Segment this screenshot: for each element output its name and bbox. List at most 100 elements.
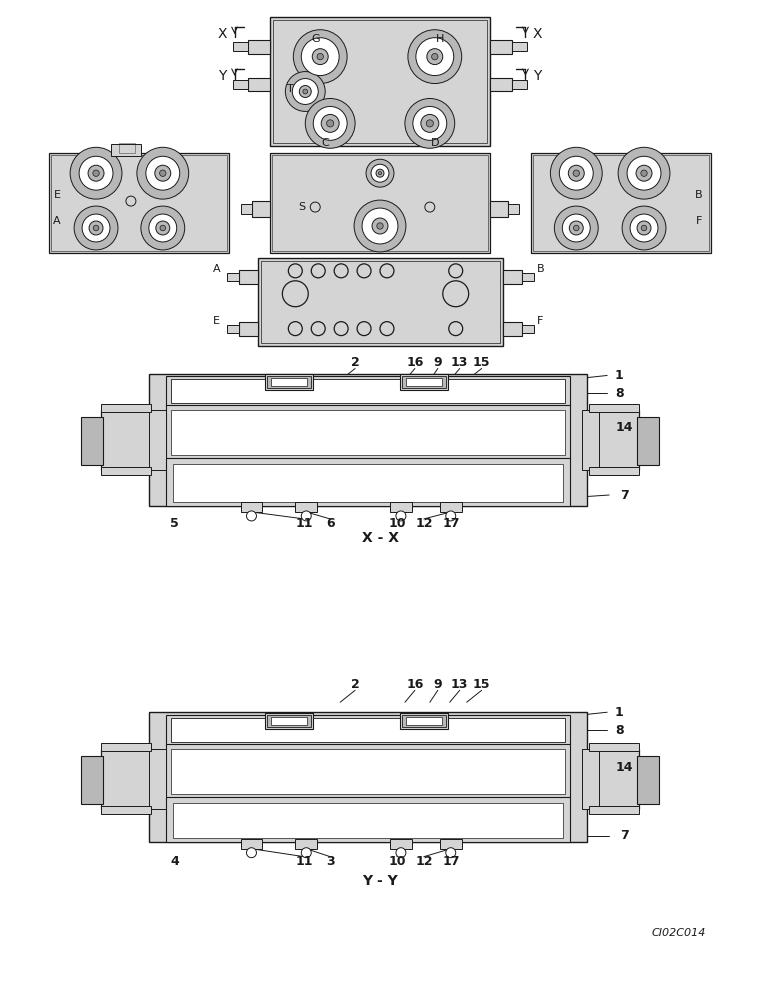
Text: 9: 9 <box>433 678 442 691</box>
Bar <box>166 405 570 460</box>
Bar <box>166 715 570 745</box>
Text: S: S <box>299 202 306 212</box>
Text: H: H <box>435 34 444 44</box>
Circle shape <box>627 156 661 190</box>
Bar <box>149 410 166 470</box>
Bar <box>502 270 522 284</box>
Bar <box>522 325 534 333</box>
Circle shape <box>149 214 177 242</box>
Bar <box>252 201 271 217</box>
Bar <box>81 756 103 804</box>
Text: CI02C014: CI02C014 <box>652 928 706 938</box>
Circle shape <box>299 86 312 97</box>
Circle shape <box>637 221 651 235</box>
Circle shape <box>426 120 433 127</box>
Bar <box>440 502 462 512</box>
Circle shape <box>371 164 389 182</box>
Bar <box>400 374 448 390</box>
Text: E: E <box>213 316 220 326</box>
Circle shape <box>378 172 382 175</box>
Bar <box>502 322 522 336</box>
Circle shape <box>285 72 325 111</box>
Bar <box>272 155 488 251</box>
Bar <box>589 806 639 814</box>
Text: Y: Y <box>534 69 542 83</box>
Bar <box>240 502 262 512</box>
Bar <box>166 744 570 799</box>
Bar <box>226 325 239 333</box>
Circle shape <box>446 848 456 858</box>
Circle shape <box>155 165 171 181</box>
Bar <box>489 201 508 217</box>
Circle shape <box>372 218 388 234</box>
Circle shape <box>573 170 579 176</box>
Circle shape <box>160 170 166 176</box>
Bar <box>271 17 489 146</box>
Text: 7: 7 <box>619 829 629 842</box>
Text: C: C <box>321 138 329 148</box>
Circle shape <box>550 147 602 199</box>
Bar <box>582 410 599 470</box>
Bar <box>240 839 262 849</box>
Circle shape <box>246 511 256 521</box>
Circle shape <box>396 848 406 858</box>
Text: 9: 9 <box>433 356 442 369</box>
Circle shape <box>421 114 439 132</box>
Text: 1: 1 <box>615 706 623 719</box>
Circle shape <box>70 147 122 199</box>
Bar <box>49 153 229 253</box>
Circle shape <box>574 225 579 231</box>
Text: 11: 11 <box>296 855 313 868</box>
Circle shape <box>354 200 406 252</box>
Text: B: B <box>695 190 703 200</box>
Circle shape <box>630 214 658 242</box>
Text: 12: 12 <box>415 517 432 530</box>
Bar <box>166 376 570 406</box>
Text: 17: 17 <box>443 855 461 868</box>
Text: 10: 10 <box>388 855 406 868</box>
Circle shape <box>446 511 456 521</box>
Text: X: X <box>533 27 542 41</box>
Circle shape <box>569 221 583 235</box>
Text: 8: 8 <box>615 387 623 400</box>
Circle shape <box>146 156 179 190</box>
Text: E: E <box>54 190 61 200</box>
Text: X - X: X - X <box>362 531 398 545</box>
Circle shape <box>636 165 652 181</box>
Bar <box>271 378 307 386</box>
Circle shape <box>405 98 454 148</box>
Bar <box>589 410 639 470</box>
Circle shape <box>293 79 318 104</box>
Circle shape <box>408 30 462 84</box>
Bar <box>101 467 150 475</box>
Circle shape <box>559 156 594 190</box>
Text: 7: 7 <box>619 489 629 502</box>
Circle shape <box>362 208 398 244</box>
Text: 13: 13 <box>451 678 468 691</box>
Bar <box>173 803 563 838</box>
Bar <box>171 379 565 403</box>
Bar <box>402 376 446 388</box>
Text: 6: 6 <box>326 517 334 530</box>
Circle shape <box>377 223 383 229</box>
Bar <box>489 78 511 91</box>
Text: 10: 10 <box>388 517 406 530</box>
Text: 12: 12 <box>415 855 432 868</box>
Text: A: A <box>213 264 220 274</box>
Text: 8: 8 <box>615 724 623 737</box>
Circle shape <box>141 206 185 250</box>
Circle shape <box>82 214 110 242</box>
Circle shape <box>317 53 324 60</box>
Bar <box>637 417 659 465</box>
Text: Y: Y <box>218 69 226 83</box>
Circle shape <box>427 49 443 65</box>
Bar <box>166 797 570 842</box>
Bar <box>271 153 489 253</box>
Circle shape <box>413 106 447 140</box>
Bar <box>119 143 135 153</box>
Text: 1: 1 <box>615 369 623 382</box>
Bar <box>101 806 150 814</box>
Text: 2: 2 <box>350 678 359 691</box>
Bar <box>296 839 317 849</box>
Circle shape <box>618 147 670 199</box>
